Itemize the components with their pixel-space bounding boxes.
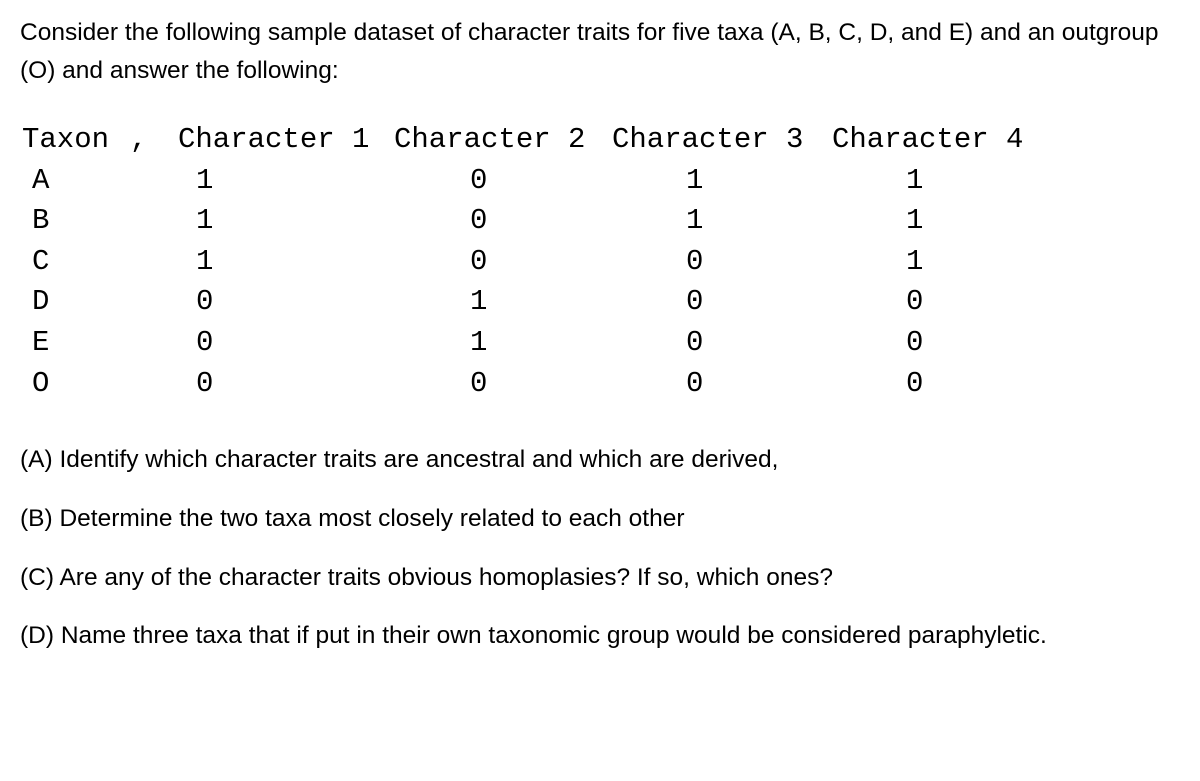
questions-block: (A) Identify which character traits are … [20, 442, 1180, 655]
question-d: (D) Name three taxa that if put in their… [20, 618, 1180, 655]
question-c: (C) Are any of the character traits obvi… [20, 560, 1180, 597]
cell-c3: 0 [612, 364, 832, 405]
character-table: Taxon , Character 1 Character 2 Characte… [22, 120, 1052, 404]
cell-c2: 0 [394, 242, 612, 283]
cell-c4: 0 [832, 364, 1052, 405]
cell-c2: 0 [394, 161, 612, 202]
table-row: E 0 1 0 0 [22, 323, 1052, 364]
cell-taxon: D [22, 282, 130, 323]
cell-c4: 0 [832, 323, 1052, 364]
cell-c3: 0 [612, 282, 832, 323]
cell-taxon: B [22, 201, 130, 242]
cell-c1: 0 [178, 364, 394, 405]
cell-c1: 1 [178, 161, 394, 202]
cell-c4: 0 [832, 282, 1052, 323]
question-b: (B) Determine the two taxa most closely … [20, 501, 1180, 538]
cell-c1: 1 [178, 242, 394, 283]
cell-c2: 1 [394, 323, 612, 364]
table-row: D 0 1 0 0 [22, 282, 1052, 323]
cell-c4: 1 [832, 201, 1052, 242]
cell-blank [130, 282, 178, 323]
header-c1: Character 1 [178, 120, 394, 161]
question-a: (A) Identify which character traits are … [20, 442, 1180, 479]
header-c2: Character 2 [394, 120, 612, 161]
header-c4: Character 4 [832, 120, 1052, 161]
table-row: B 1 0 1 1 [22, 201, 1052, 242]
cell-c1: 0 [178, 323, 394, 364]
cell-c1: 1 [178, 201, 394, 242]
cell-c2: 0 [394, 201, 612, 242]
intro-text: Consider the following sample dataset of… [20, 14, 1180, 90]
cell-c3: 1 [612, 161, 832, 202]
document-page: Consider the following sample dataset of… [0, 0, 1200, 655]
table-header-row: Taxon , Character 1 Character 2 Characte… [22, 120, 1052, 161]
cell-taxon: C [22, 242, 130, 283]
cell-taxon: O [22, 364, 130, 405]
cell-c2: 0 [394, 364, 612, 405]
cell-taxon: A [22, 161, 130, 202]
table-row: A 1 0 1 1 [22, 161, 1052, 202]
table-row: O 0 0 0 0 [22, 364, 1052, 405]
cell-taxon: E [22, 323, 130, 364]
cell-blank [130, 323, 178, 364]
header-sep: , [130, 120, 178, 161]
table-row: C 1 0 0 1 [22, 242, 1052, 283]
header-c3: Character 3 [612, 120, 832, 161]
cell-c3: 1 [612, 201, 832, 242]
cell-c3: 0 [612, 323, 832, 364]
cell-c2: 1 [394, 282, 612, 323]
header-taxon: Taxon [22, 120, 130, 161]
cell-c3: 0 [612, 242, 832, 283]
cell-blank [130, 364, 178, 405]
cell-blank [130, 161, 178, 202]
cell-blank [130, 201, 178, 242]
cell-c4: 1 [832, 242, 1052, 283]
cell-blank [130, 242, 178, 283]
cell-c4: 1 [832, 161, 1052, 202]
cell-c1: 0 [178, 282, 394, 323]
